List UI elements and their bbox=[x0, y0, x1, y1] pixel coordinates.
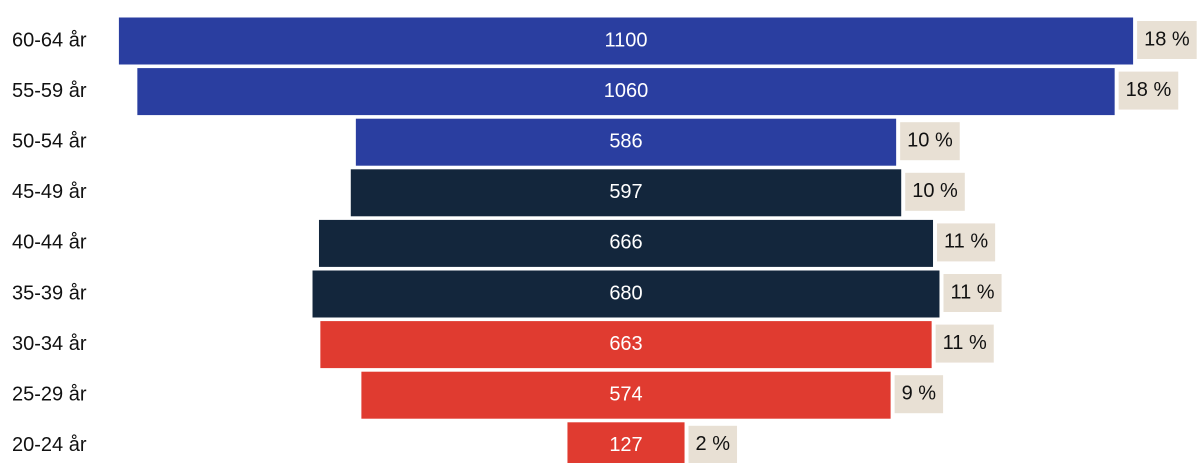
category-label: 30-34 år bbox=[12, 333, 87, 355]
category-label: 40-44 år bbox=[12, 232, 87, 254]
value-label: 574 bbox=[609, 383, 642, 405]
value-label: 586 bbox=[609, 130, 642, 152]
share-label: 11 % bbox=[950, 281, 994, 303]
category-label: 55-59 år bbox=[12, 80, 87, 102]
share-label: 18 % bbox=[1144, 28, 1190, 50]
value-label: 663 bbox=[609, 333, 642, 355]
share-label: 18 % bbox=[1126, 79, 1172, 101]
share-label: 10 % bbox=[907, 129, 953, 151]
bar bbox=[118, 17, 1134, 65]
category-label: 45-49 år bbox=[12, 181, 87, 203]
category-label: 35-39 år bbox=[12, 282, 87, 304]
share-box bbox=[1118, 71, 1179, 110]
share-box bbox=[935, 324, 994, 363]
share-box bbox=[937, 223, 996, 262]
share-box bbox=[905, 172, 965, 211]
bar bbox=[137, 68, 1115, 116]
bar bbox=[350, 169, 902, 217]
share-box bbox=[900, 122, 960, 161]
category-label: 60-64 år bbox=[12, 29, 87, 51]
share-label: 11 % bbox=[944, 231, 988, 253]
bar bbox=[312, 270, 940, 318]
value-label: 666 bbox=[609, 232, 642, 254]
value-label: 597 bbox=[609, 181, 642, 203]
bar bbox=[320, 321, 932, 369]
share-box bbox=[688, 425, 738, 463]
category-label: 20-24 år bbox=[12, 434, 87, 456]
bar bbox=[355, 118, 897, 166]
share-label: 11 % bbox=[943, 332, 987, 354]
share-box bbox=[943, 274, 1002, 312]
share-label: 10 % bbox=[912, 180, 958, 202]
value-label: 1100 bbox=[604, 29, 647, 51]
value-label: 127 bbox=[609, 434, 642, 456]
bar bbox=[318, 219, 934, 267]
value-label: 1060 bbox=[604, 80, 649, 102]
bar bbox=[361, 371, 891, 419]
share-label: 2 % bbox=[696, 433, 731, 455]
share-label: 9 % bbox=[902, 382, 937, 404]
share-box bbox=[894, 375, 944, 414]
value-label: 680 bbox=[609, 282, 642, 304]
category-label: 50-54 år bbox=[12, 130, 87, 152]
category-label: 25-29 år bbox=[12, 383, 87, 405]
bar bbox=[567, 422, 685, 463]
share-box bbox=[1137, 21, 1197, 59]
